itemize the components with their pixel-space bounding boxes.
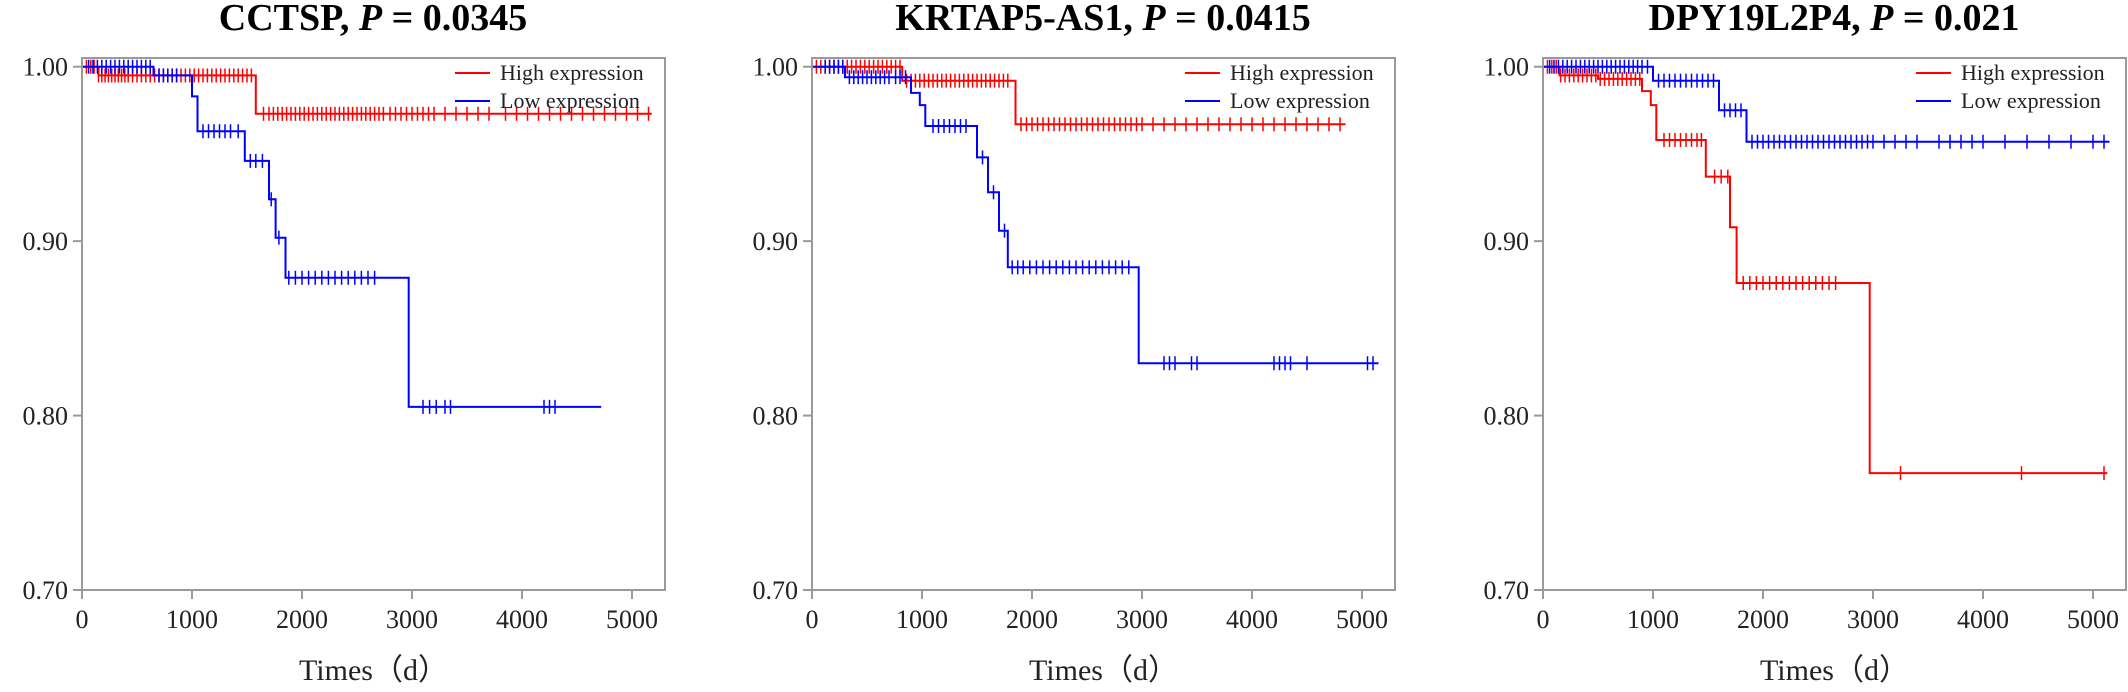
y-tick-label: 0.90 <box>753 227 799 256</box>
axes: 0.70 0.80 0.90 1.00 0 1000 2000 3000 4000 5000 Tim… <box>23 53 666 687</box>
series-high-expression <box>1543 59 2108 481</box>
x-tick-label: 3000 <box>386 605 438 634</box>
x-tick-label: 1000 <box>1627 605 1679 634</box>
x-tick-label: 2000 <box>1006 605 1058 634</box>
x-tick-label: 4000 <box>1957 605 2009 634</box>
x-tick-label: 1000 <box>896 605 948 634</box>
x-tick-label: 0 <box>806 605 819 634</box>
survival-step-line <box>82 65 602 408</box>
y-tick-label: 1.00 <box>23 53 69 82</box>
plot-area <box>1543 59 2110 481</box>
y-tick-label: 0.80 <box>1484 402 1530 431</box>
x-axis-label: Times（d） <box>1760 654 1909 687</box>
y-tick-label: 1.00 <box>753 53 799 82</box>
x-tick-label: 2000 <box>1737 605 1789 634</box>
x-tick-label: 1000 <box>166 605 218 634</box>
y-tick-label: 0.70 <box>753 576 799 605</box>
y-tick-label: 0.70 <box>23 576 69 605</box>
km-panel-cctsp: CCTSP, P = 0.0345 High expression Low exp… <box>23 0 666 687</box>
legend-label: Low expression <box>500 88 640 113</box>
x-tick-label: 4000 <box>496 605 548 634</box>
series-high-expression <box>812 59 1346 132</box>
legend-label: High expression <box>1230 60 1374 85</box>
plot-frame <box>81 57 666 591</box>
y-tick-label: 0.90 <box>1484 227 1530 256</box>
axes: 0.70 0.80 0.90 1.00 0 1000 2000 3000 4000 5000 Tim… <box>753 53 1396 687</box>
legend: High expression Low expression <box>455 60 644 113</box>
y-tick-label: 0.90 <box>23 227 69 256</box>
panel-title: DPY19L2P4, P = 0.021 <box>1648 0 2019 39</box>
legend-label: Low expression <box>1230 88 1370 113</box>
x-tick-label: 4000 <box>1226 605 1278 634</box>
legend: High expression Low expression <box>1916 60 2105 113</box>
y-tick-label: 1.00 <box>1484 53 1530 82</box>
x-tick-label: 2000 <box>276 605 328 634</box>
legend-label: High expression <box>500 60 644 85</box>
series-low-expression <box>1543 59 2110 149</box>
km-panel-dpy19l2p4: DPY19L2P4, P = 0.021 High expression Low … <box>1484 0 2127 687</box>
plot-frame <box>811 57 1396 591</box>
survival-step-line <box>1543 65 2108 475</box>
x-axis-label: Times（d） <box>1029 654 1178 687</box>
legend: High expression Low expression <box>1185 60 1374 113</box>
y-tick-label: 0.80 <box>23 402 69 431</box>
panel-title: KRTAP5-AS1, P = 0.0415 <box>895 0 1310 39</box>
km-panel-krtap5-as1: KRTAP5-AS1, P = 0.0415 High expression Lo… <box>753 0 1396 687</box>
legend-label: High expression <box>1961 60 2105 85</box>
x-tick-label: 5000 <box>2067 605 2119 634</box>
y-tick-label: 0.80 <box>753 402 799 431</box>
series-low-expression <box>82 59 602 414</box>
plot-area <box>82 59 652 414</box>
series-low-expression <box>812 59 1379 371</box>
x-tick-label: 5000 <box>606 605 658 634</box>
y-tick-label: 0.70 <box>1484 576 1530 605</box>
plot-area <box>812 59 1379 371</box>
x-tick-label: 3000 <box>1116 605 1168 634</box>
legend-label: Low expression <box>1961 88 2101 113</box>
x-tick-label: 0 <box>1537 605 1550 634</box>
x-tick-label: 5000 <box>1336 605 1388 634</box>
x-tick-label: 3000 <box>1847 605 1899 634</box>
x-tick-label: 0 <box>76 605 89 634</box>
panel-title: CCTSP, P = 0.0345 <box>219 0 527 39</box>
survival-step-line <box>1543 65 2110 143</box>
axes: 0.70 0.80 0.90 1.00 0 1000 2000 3000 4000 5000 Tim… <box>1484 53 2127 687</box>
plot-frame <box>1542 57 2127 591</box>
x-axis-label: Times（d） <box>299 654 448 687</box>
survival-step-line <box>812 65 1379 365</box>
